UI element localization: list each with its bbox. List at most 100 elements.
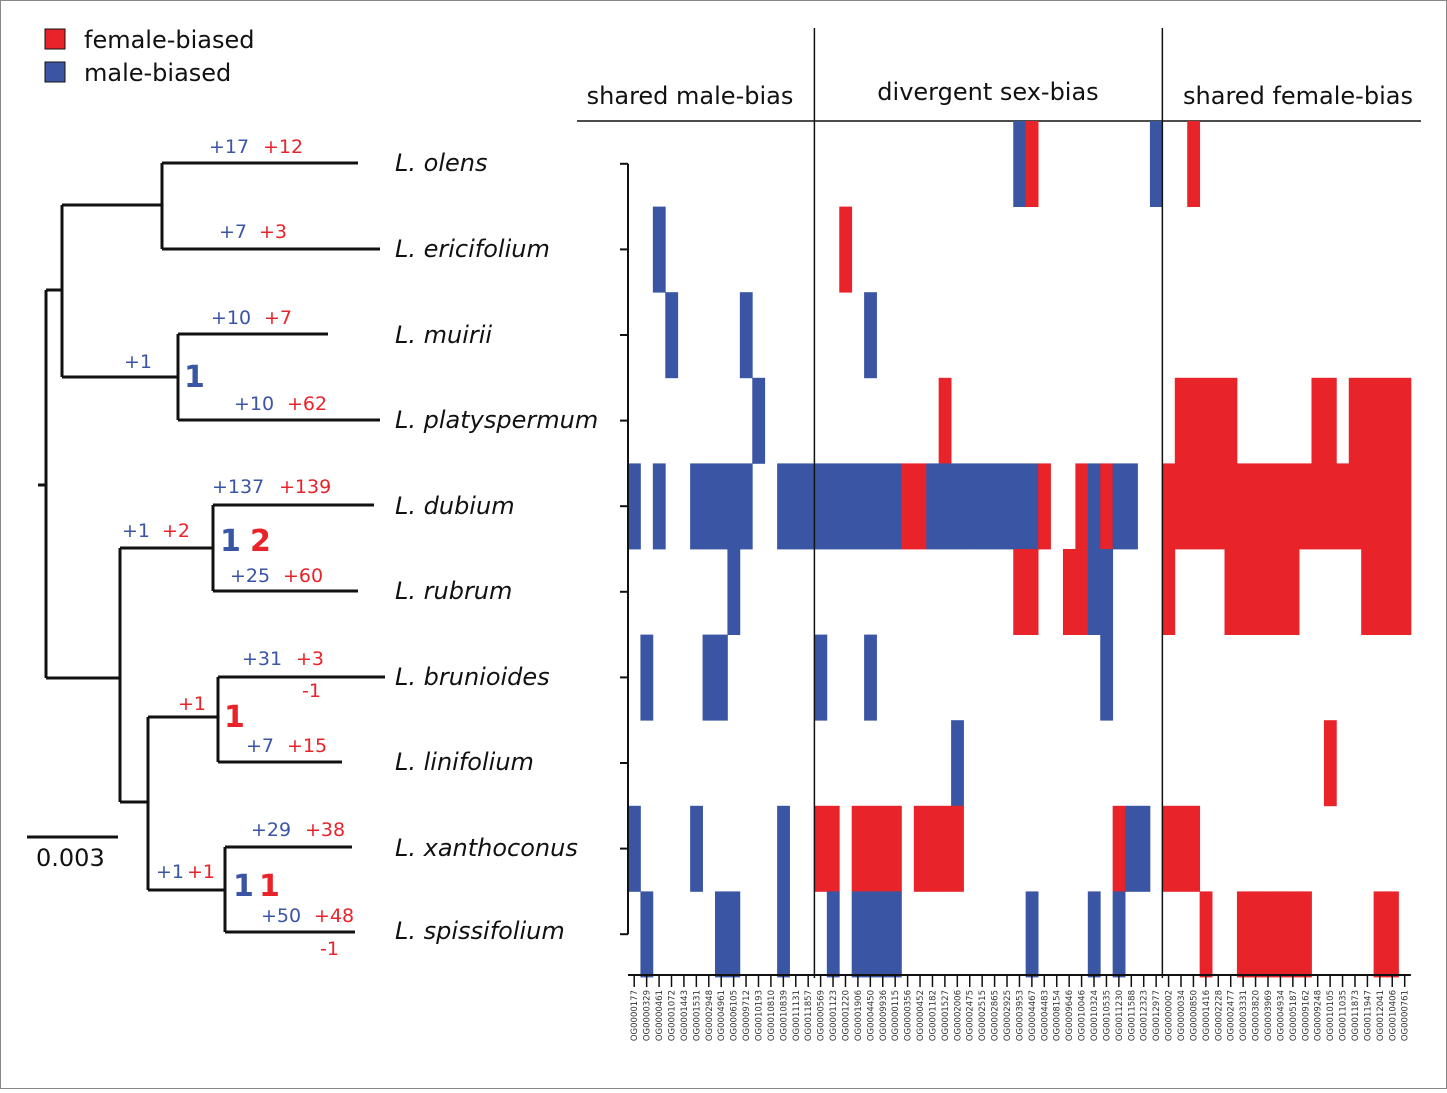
gene-label: OG0000356: [904, 990, 914, 1041]
heatmap-cell: [1062, 549, 1076, 635]
species-labels: L. olens L. ericifolium L. muirii L. pla…: [395, 149, 598, 945]
heatmap-cell: [1025, 463, 1039, 550]
node-label: 2: [250, 524, 271, 559]
node-label: 1: [259, 869, 280, 904]
gene-label: OG0002477: [1227, 990, 1237, 1041]
branch-label: +1: [187, 861, 215, 883]
heatmap-cell: [826, 463, 840, 550]
heatmap-cell: [628, 805, 641, 892]
branch-label: +10: [211, 307, 251, 329]
gene-label: OG0000002: [1165, 990, 1175, 1041]
gene-label: OG0004934: [1276, 990, 1286, 1041]
heatmap: [628, 121, 1412, 978]
heatmap-cell: [1112, 891, 1126, 978]
heatmap-cell: [702, 463, 716, 550]
heatmap-cell: [1087, 549, 1101, 635]
heatmap-cell: [1386, 891, 1399, 978]
branch-label: +1: [122, 520, 150, 542]
heatmap-cell: [752, 377, 766, 464]
scale-bar-label: 0.003: [36, 844, 105, 872]
heatmap-cell: [1236, 891, 1250, 978]
heatmap-cell: [1373, 463, 1387, 550]
heatmap-cell: [1174, 377, 1188, 464]
gene-label: OG0009248: [1314, 990, 1324, 1041]
node-label: 1: [224, 700, 245, 735]
tree-clade-c: [146, 715, 225, 892]
gene-label: OG0000452: [916, 990, 926, 1041]
gene-label: OG0002006: [953, 990, 963, 1041]
gene-label: OG0012977: [1152, 990, 1162, 1041]
gene-label: OG0010839: [779, 990, 789, 1041]
species-label-xanthoconus: L. xanthoconus: [395, 834, 578, 862]
heatmap-cell: [864, 292, 877, 379]
heatmap-cell: [1025, 121, 1039, 207]
branch-label: +3: [259, 221, 287, 243]
heatmap-cell: [1112, 463, 1126, 550]
heatmap-cell: [714, 891, 728, 978]
node-label: 1: [233, 869, 254, 904]
tree-olens-ericifolium: [160, 161, 380, 251]
legend-swatch-female: [44, 28, 66, 50]
heatmap-cell: [888, 805, 902, 892]
heatmap-cell: [1112, 805, 1126, 892]
heatmap-cell: [975, 463, 989, 550]
legend: female-biased male-biased: [44, 26, 255, 87]
heatmap-cell: [1323, 463, 1337, 550]
species-label-spissifolium: L. spissifolium: [395, 917, 565, 945]
heatmap-cell: [938, 377, 952, 464]
heatmap-cell: [1025, 549, 1039, 635]
gene-label: OG0000177: [630, 990, 640, 1041]
heatmap-cell: [1187, 805, 1201, 892]
heatmap-cell: [1373, 549, 1387, 635]
heatmap-cell: [1361, 549, 1375, 635]
heatmap-cell: [963, 463, 977, 550]
heatmap-cell: [1348, 463, 1362, 550]
heatmap-cell: [777, 463, 790, 550]
branch-label: +1: [156, 861, 184, 883]
heatmap-cell: [826, 891, 840, 978]
species-label-platyspermum: L. platyspermum: [395, 406, 598, 434]
heatmap-cell: [988, 463, 1002, 550]
heatmap-cell: [1087, 891, 1101, 978]
heatmap-cell: [1162, 805, 1176, 892]
heatmap-cell: [702, 634, 716, 721]
heatmap-cell: [1386, 377, 1399, 464]
heatmap-cell: [913, 463, 927, 550]
heatmap-cell: [1199, 377, 1213, 464]
heatmap-cell: [789, 463, 803, 550]
heatmap-cell: [1249, 891, 1263, 978]
heatmap-cell: [801, 463, 815, 550]
heatmap-cell: [727, 891, 741, 978]
heatmap-cell: [739, 292, 753, 379]
heatmap-cell: [814, 634, 828, 721]
heatmap-cell: [1199, 891, 1213, 978]
gene-label: OG0009712: [742, 990, 752, 1041]
heatmap-cell: [1137, 805, 1151, 892]
heatmap-cell: [1174, 463, 1188, 550]
heatmap-cell: [1187, 121, 1201, 207]
gene-label: OG0011230: [1115, 990, 1125, 1041]
heatmap-cell: [826, 805, 840, 892]
heatmap-cell: [714, 463, 728, 550]
heatmap-cell: [851, 463, 865, 550]
gene-label: OG0011131: [792, 990, 802, 1041]
group-header-shared-female: shared female-bias: [1183, 82, 1413, 110]
gene-label: OG0003969: [1264, 990, 1274, 1041]
branch-label: +15: [287, 735, 327, 757]
heatmap-cell: [1199, 463, 1213, 550]
gene-label: OG0001416: [1202, 990, 1212, 1041]
heatmap-cell: [888, 891, 902, 978]
heatmap-cell: [1162, 463, 1176, 550]
heatmap-cell: [951, 720, 964, 807]
heatmap-cell: [1286, 463, 1300, 550]
heatmap-cell: [1013, 549, 1027, 635]
gene-label: OG0004467: [1028, 990, 1038, 1041]
heatmap-cell: [1299, 891, 1312, 978]
heatmap-cell: [1236, 549, 1250, 635]
heatmap-cell: [1323, 720, 1337, 807]
heatmap-cell: [652, 206, 666, 293]
heatmap-cell: [839, 463, 853, 550]
heatmap-cell: [1224, 549, 1238, 635]
heatmap-cell: [1373, 377, 1387, 464]
branch-label: +48: [314, 905, 354, 927]
